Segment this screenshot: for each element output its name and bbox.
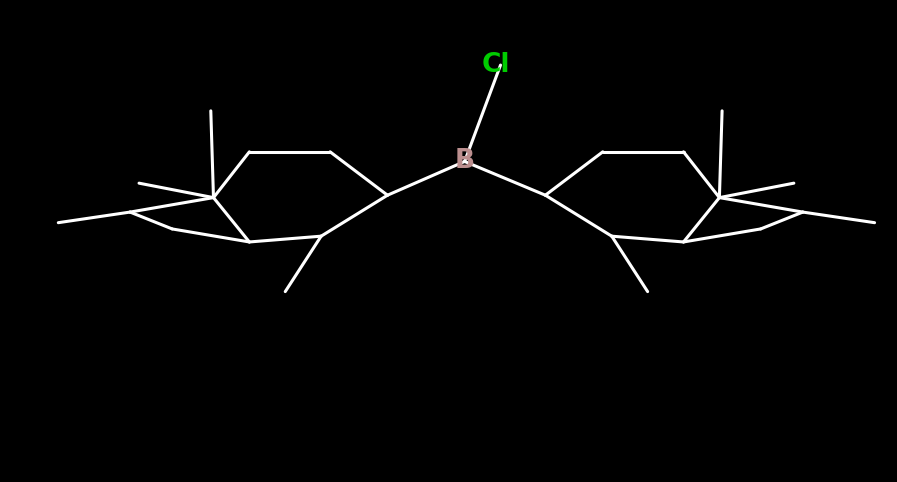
Text: Cl: Cl bbox=[482, 52, 510, 78]
Text: B: B bbox=[455, 148, 475, 174]
